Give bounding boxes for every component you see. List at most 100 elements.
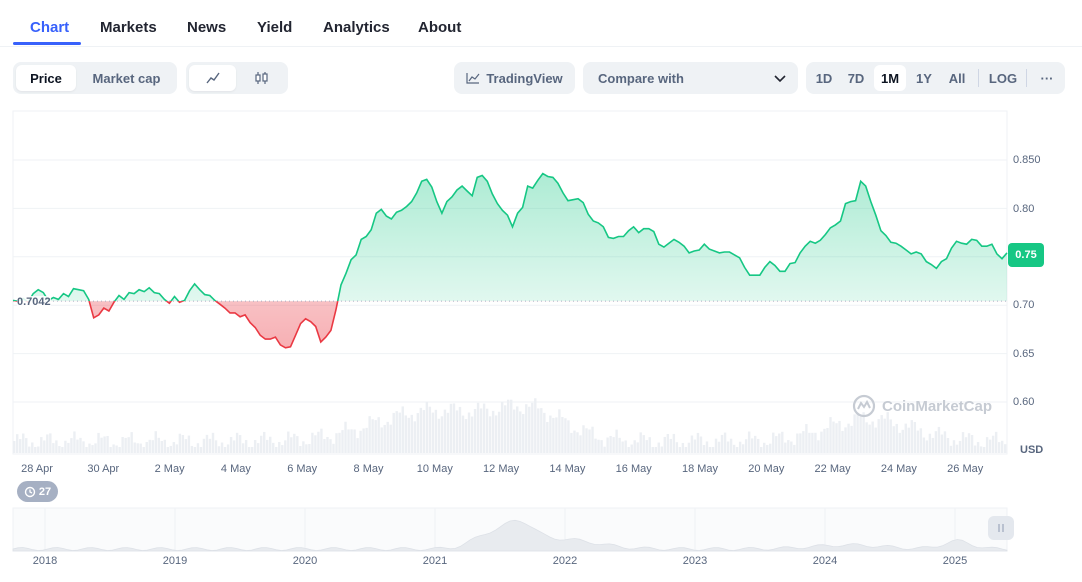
volume-bar [139, 443, 142, 453]
volume-bar [253, 440, 257, 453]
tab-chart[interactable]: Chart [30, 19, 70, 36]
volume-bar [259, 435, 263, 453]
range-1y-button[interactable]: 1Y [916, 70, 932, 86]
volume-bar [958, 440, 962, 453]
volume-bar [238, 435, 242, 453]
volume-bar [452, 403, 456, 453]
volume-bar [175, 444, 179, 453]
range-7d-button[interactable]: 7D [847, 70, 865, 86]
volume-bar [43, 440, 46, 453]
volume-bar [458, 406, 462, 453]
volume-bar [479, 408, 483, 453]
volume-bar [37, 446, 40, 453]
volume-bar [510, 399, 513, 453]
tab-yield[interactable]: Yield [257, 19, 293, 36]
range-all-button[interactable]: All [948, 70, 966, 86]
market-cap-button[interactable]: Market cap [92, 70, 161, 86]
range-navigator[interactable] [0, 505, 1082, 553]
x-tick-label: 28 Apr [21, 463, 53, 475]
volume-bar [829, 417, 832, 453]
volume-bar [753, 435, 757, 453]
x-tick-label: 2 May [154, 463, 185, 475]
volume-bar [302, 441, 305, 453]
volume-bar [91, 445, 94, 453]
x-tick-label: 26 May [947, 463, 984, 475]
price-button[interactable]: Price [16, 65, 76, 91]
volume-bar [943, 431, 947, 453]
volume-bar [841, 430, 844, 453]
volume-bar [979, 446, 983, 453]
volume-bar [615, 429, 618, 453]
tab-analytics[interactable]: Analytics [323, 19, 390, 36]
price-chart[interactable] [0, 100, 1082, 460]
range-handle[interactable] [988, 516, 1014, 540]
volume-bar [534, 398, 537, 453]
volume-bar [576, 432, 579, 453]
volume-bar [766, 444, 769, 453]
volume-bar [898, 432, 901, 453]
coinmarketcap-logo-icon [852, 394, 876, 418]
volume-bar [416, 413, 420, 453]
volume-bar [22, 433, 25, 453]
volume-bar [699, 436, 703, 453]
range-1m-button[interactable]: 1M [874, 65, 906, 91]
volume-bar [877, 419, 880, 453]
tab-markets[interactable]: Markets [100, 19, 157, 36]
log-scale-button[interactable]: LOG [988, 70, 1018, 86]
events-count: 27 [38, 485, 52, 498]
line-chart-button[interactable] [189, 65, 236, 91]
volume-bar [145, 441, 148, 453]
volume-bar [738, 441, 742, 453]
more-options-button[interactable]: ··· [1040, 70, 1054, 86]
volume-bar [85, 447, 88, 453]
tradingview-button[interactable]: TradingView [454, 62, 575, 94]
minimap-area [12, 519, 1008, 552]
volume-bar [907, 427, 910, 453]
volume-bar [467, 412, 471, 453]
volume-bar [127, 437, 130, 453]
tab-about[interactable]: About [418, 19, 462, 36]
tab-news[interactable]: News [187, 19, 227, 36]
x-tick-label: 6 May [287, 463, 318, 475]
volume-bar [883, 418, 886, 453]
compare-with-select[interactable]: Compare with [583, 62, 798, 94]
volume-bar [769, 443, 772, 453]
volume-bar [808, 432, 811, 453]
volume-bar [368, 416, 371, 453]
volume-bar [49, 433, 52, 453]
x-tick-label: 18 May [681, 463, 719, 475]
volume-bar [323, 439, 326, 453]
volume-bar [886, 412, 889, 453]
volume-bar [28, 446, 31, 453]
tradingview-label: TradingView [486, 70, 563, 86]
volume-bar [711, 447, 715, 453]
range-1d-button[interactable]: 1D [815, 70, 833, 86]
candlestick-button[interactable] [239, 65, 285, 91]
volume-bar [895, 423, 898, 453]
volume-bar [482, 403, 486, 453]
coinmarketcap-watermark: CoinMarketCap [852, 394, 992, 418]
volume-bar [760, 447, 763, 453]
x-tick-label: 24 May [880, 463, 917, 475]
volume-bar [61, 447, 64, 453]
events-button[interactable]: 27 [17, 481, 58, 502]
volume-bar [772, 432, 775, 453]
volume-bar [290, 437, 293, 453]
volume-bar [148, 439, 151, 453]
volume-bar [94, 443, 97, 453]
volume-bar [997, 442, 1001, 453]
volume-bar [103, 436, 106, 453]
volume-bar [976, 442, 980, 453]
volume-bar [579, 435, 582, 453]
volume-bar [332, 443, 335, 453]
volume-bar [347, 429, 350, 453]
volume-bar [970, 435, 974, 453]
volume-bar [461, 415, 465, 453]
volume-bar [109, 447, 112, 453]
volume-bar [820, 431, 823, 453]
volume-bar [865, 422, 868, 453]
minimap-year-label: 2025 [942, 555, 968, 567]
volume-bar [817, 440, 820, 453]
volume-bar [528, 406, 531, 453]
volume-bar [645, 440, 648, 453]
